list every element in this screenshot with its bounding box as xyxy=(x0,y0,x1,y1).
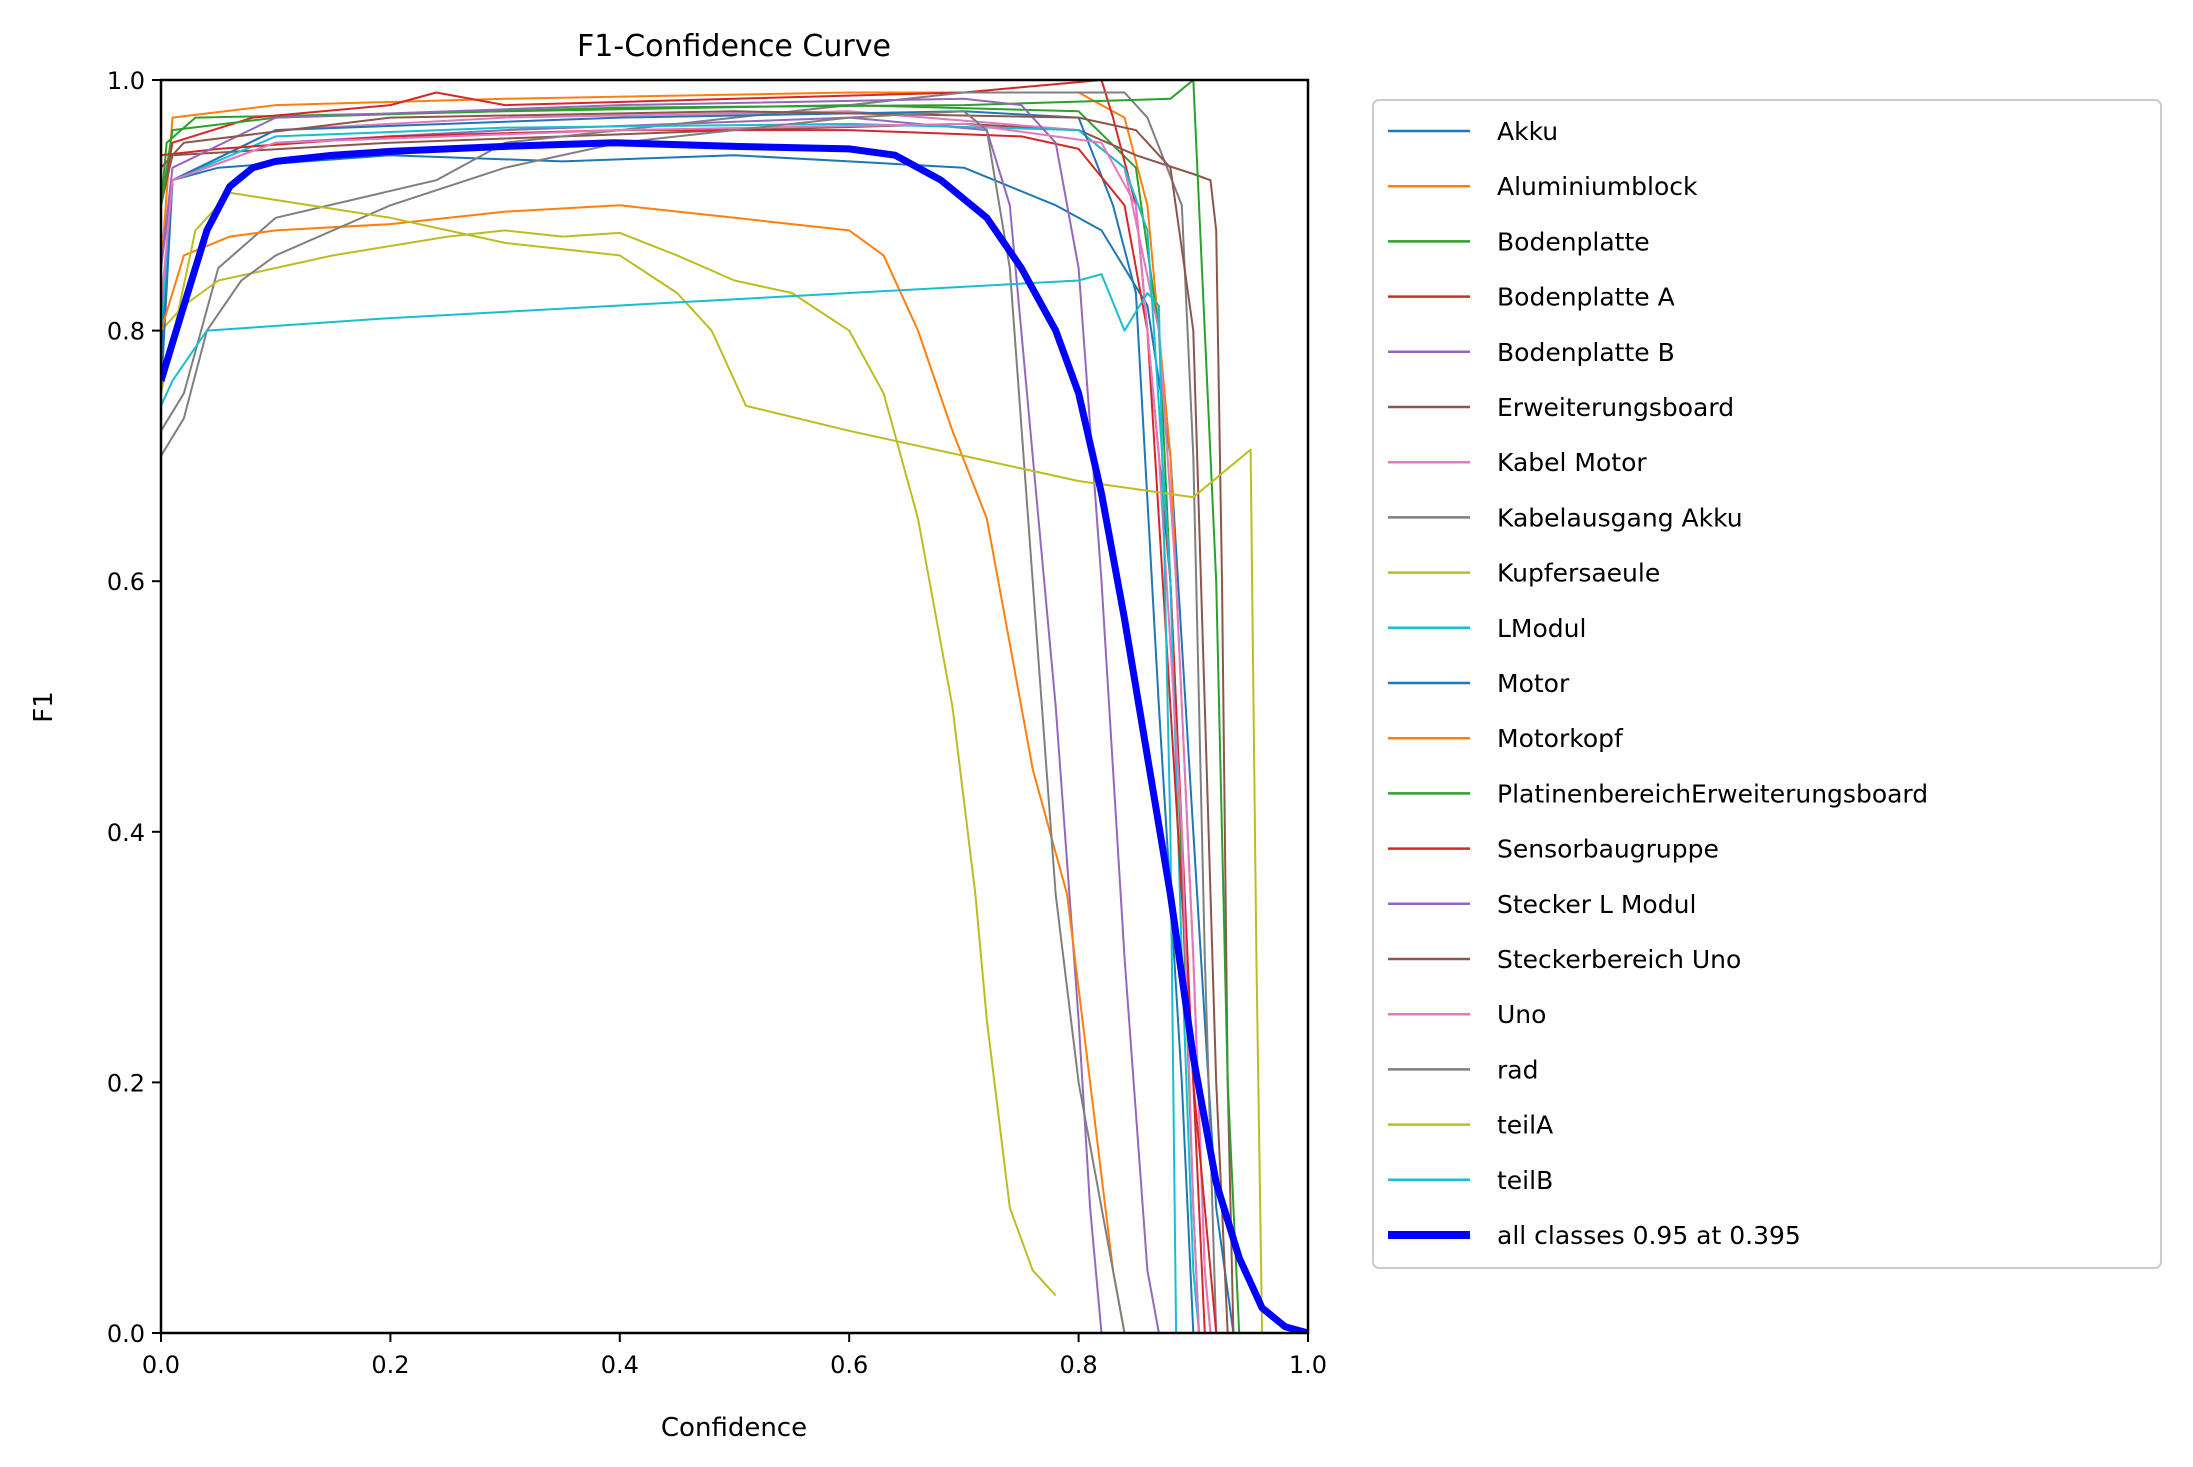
y-tick-label: 0.4 xyxy=(107,819,145,847)
legend-label: Motor xyxy=(1497,669,1570,698)
legend-label: Kupfersaeule xyxy=(1497,559,1660,588)
legend-label: Bodenplatte B xyxy=(1497,338,1675,367)
legend-label: teilB xyxy=(1497,1166,1553,1195)
x-tick-label: 1.0 xyxy=(1289,1351,1327,1379)
x-tick-label: 0.0 xyxy=(142,1351,180,1379)
y-tick-label: 0.8 xyxy=(107,318,145,346)
legend-box xyxy=(1373,100,2161,1268)
legend-label: Motorkopf xyxy=(1497,724,1624,753)
x-tick-label: 0.2 xyxy=(371,1351,409,1379)
legend-label: Bodenplatte A xyxy=(1497,283,1675,312)
legend-label: Steckerbereich Uno xyxy=(1497,945,1741,974)
y-tick-label: 1.0 xyxy=(107,67,145,95)
series-line-steckerbereich-uno xyxy=(161,111,1228,1333)
legend-label: Aluminiumblock xyxy=(1497,172,1698,201)
legend-label: Bodenplatte xyxy=(1497,227,1650,256)
series-line-motorkopf xyxy=(161,205,1125,1333)
series-line-teila xyxy=(161,193,1262,1333)
legend-label: teilA xyxy=(1497,1111,1553,1140)
legend-label: Kabelausgang Akku xyxy=(1497,503,1743,532)
series-line-platinenbereicherweiterungsboard xyxy=(161,80,1239,1333)
series-line-akku xyxy=(161,155,1233,1333)
series-line-kabel-motor xyxy=(161,111,1211,1333)
legend-label: Kabel Motor xyxy=(1497,448,1647,477)
y-tick-label: 0.2 xyxy=(107,1069,145,1097)
legend-label: LModul xyxy=(1497,614,1586,643)
legend-label: Uno xyxy=(1497,1000,1546,1029)
x-axis-label: Confidence xyxy=(661,1413,807,1443)
series-line-aluminiumblock xyxy=(161,93,1211,1334)
legend-label: Akku xyxy=(1497,117,1558,146)
y-tick-label: 0.6 xyxy=(107,568,145,596)
series-line-teilb xyxy=(161,274,1176,1333)
legend-label: Stecker L Modul xyxy=(1497,890,1696,919)
series-line-bodenplatte-a xyxy=(161,80,1205,1333)
y-tick-label: 0.0 xyxy=(107,1320,145,1348)
series-line-kupfersaeule xyxy=(161,230,1056,1295)
y-axis-label: F1 xyxy=(29,691,59,723)
series-line-bodenplatte-b xyxy=(161,118,1102,1333)
legend-label: PlatinenbereichErweiterungsboard xyxy=(1497,779,1928,808)
series-line-rad xyxy=(161,111,1125,1333)
x-tick-label: 0.6 xyxy=(830,1351,868,1379)
series-line-erweiterungsboard xyxy=(161,124,1233,1333)
x-tick-label: 0.4 xyxy=(601,1351,639,1379)
chart-title: F1-Confidence Curve xyxy=(577,29,891,64)
x-tick-label: 0.8 xyxy=(1060,1351,1098,1379)
legend-label: Sensorbaugruppe xyxy=(1497,835,1719,864)
legend-label: all classes 0.95 at 0.395 xyxy=(1497,1221,1801,1250)
legend: Akku Aluminiumblock Bodenplatte Bodenplatte… xyxy=(1373,100,2161,1268)
legend-label: rad xyxy=(1497,1055,1538,1084)
series-line-kabelausgang-akku xyxy=(161,93,1216,1334)
legend-label: Erweiterungsboard xyxy=(1497,393,1734,422)
